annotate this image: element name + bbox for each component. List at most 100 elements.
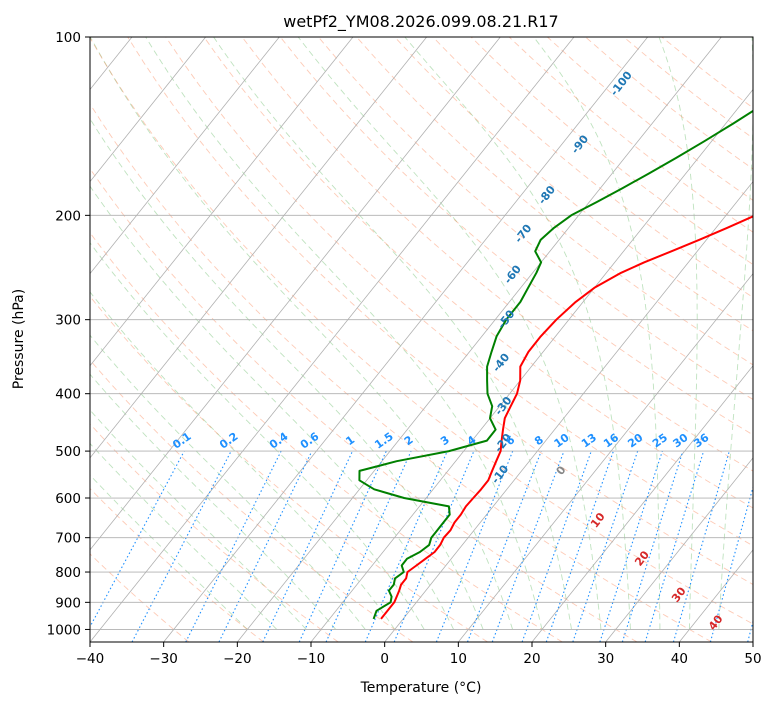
mixing-ratio-label: 36	[691, 431, 711, 451]
dry-adiabat-line	[661, 37, 753, 109]
x-tick-label: 20	[523, 651, 540, 667]
plot-frame	[89, 36, 754, 643]
x-tick-label: −30	[149, 651, 178, 667]
dry-adiabat-line	[90, 231, 563, 642]
dry-adiabat-line	[90, 295, 488, 642]
x-tick-label: 10	[450, 651, 467, 667]
moist-adiabat-line	[718, 37, 753, 630]
mixing-ratio-label: 0.6	[298, 430, 322, 452]
moist-adiabat-line	[90, 373, 337, 630]
mixing-ratio-line	[364, 450, 448, 642]
y-tick-label: 1000	[47, 622, 81, 638]
isotherm-line	[752, 641, 753, 642]
dry-adiabat-line	[203, 37, 753, 509]
chart-title: wetPf2_YM08.2026.099.08.21.R17	[283, 12, 558, 32]
isotherm-line	[90, 37, 354, 367]
isotherm-line	[163, 37, 648, 642]
mixing-ratio-line	[521, 450, 592, 642]
y-tick-label: 700	[55, 531, 81, 547]
dry-adiabat-line	[90, 487, 264, 642]
dry-adiabat-line	[394, 37, 753, 332]
dry-adiabat-line	[90, 103, 712, 642]
mixing-ratio-label: 25	[650, 431, 670, 450]
dry-adiabat-line	[547, 37, 753, 201]
y-tick-label: 100	[55, 30, 81, 46]
dry-adiabat-line	[318, 37, 753, 400]
x-axis-label: Temperature (°C)	[360, 680, 482, 696]
y-tick-label: 800	[55, 565, 81, 581]
dry-adiabat-line	[585, 37, 753, 170]
moist-adiabat-line	[90, 474, 248, 630]
mixing-ratio-line	[325, 450, 412, 642]
mixing-ratio-label: 3	[438, 433, 452, 448]
temperature-trace	[380, 215, 753, 620]
mixing-ratio-label: 0.2	[217, 430, 240, 452]
moist-adiabat-line	[533, 37, 661, 630]
x-tick-label: 0	[380, 651, 389, 667]
moist-adiabat-line	[658, 37, 698, 630]
moist-adiabat-line	[404, 37, 631, 630]
dry-adiabat-line	[90, 37, 753, 625]
mixing-ratio-line	[644, 450, 705, 642]
mixing-ratio-line	[572, 450, 639, 642]
dry-adiabat-label: -30	[492, 394, 515, 418]
mixing-ratio-line	[747, 619, 753, 642]
mixing-ratio-label: 1	[343, 433, 357, 448]
moist-adiabat-label: 30	[669, 584, 689, 604]
mixing-ratio-label: 2	[402, 433, 416, 448]
mixing-ratio-line	[672, 450, 730, 642]
mixing-ratio-line	[218, 450, 313, 642]
dry-adiabat-label: -90	[569, 132, 592, 156]
isotherm-line	[605, 457, 753, 642]
x-tick-label: 40	[671, 651, 688, 667]
isotherms	[0, 37, 753, 642]
isotherm-line	[384, 180, 753, 642]
x-tick-label: −10	[297, 651, 326, 667]
dry-adiabat-line	[165, 37, 753, 547]
mixing-ratio-line	[545, 450, 614, 642]
moist-adiabat-line	[90, 442, 278, 630]
x-tick-label: 50	[744, 651, 761, 667]
dry-adiabats	[90, 37, 753, 642]
x-tick-label: 30	[597, 651, 614, 667]
dry-adiabat-label: -80	[536, 183, 559, 207]
moist-adiabat-label: 10	[588, 510, 608, 530]
dry-adiabat-line	[90, 423, 339, 642]
isotherm-line	[310, 88, 753, 642]
moist-adiabat-line	[90, 291, 396, 630]
moist-adiabat-line	[90, 334, 366, 630]
mixing-ratio-line	[90, 450, 185, 628]
dry-adiabat-label: -40	[490, 351, 513, 375]
dry-adiabat-line	[127, 37, 753, 585]
y-axis-ticks: 100 200 300 400 500 600 700 800 900 1000	[47, 30, 90, 638]
isotherm-line	[90, 37, 206, 183]
dry-adiabat-line	[356, 37, 753, 366]
mixing-ratio-label: 8	[532, 433, 546, 448]
mixing-ratio-label: 10	[552, 431, 572, 451]
mixing-ratio-line	[599, 450, 663, 642]
moist-adiabat-label: 20	[632, 548, 652, 568]
sounding-traces	[358, 109, 753, 620]
x-tick-label: −40	[76, 651, 105, 667]
dry-adiabat-label: -10	[489, 462, 512, 486]
mixing-ratio-label: 0.1	[170, 430, 193, 452]
mixing-ratio-label: 20	[625, 431, 645, 451]
mixing-ratio-line	[466, 450, 542, 642]
moist-adiabat-line	[90, 37, 514, 630]
mixing-ratio-lines	[90, 450, 753, 642]
isotherm-line	[90, 37, 575, 642]
mixing-ratio-label: 16	[601, 431, 621, 451]
x-tick-label: −20	[223, 651, 252, 667]
dry-adiabat-label: -60	[501, 262, 524, 286]
mixing-ratio-line	[621, 450, 684, 642]
dry-adiabat-line	[90, 553, 190, 642]
moist-adiabats	[90, 37, 753, 630]
moist-adiabat-line	[90, 242, 425, 630]
mixing-ratio-label: 0.4	[267, 430, 291, 452]
isotherm-line	[90, 37, 501, 551]
y-tick-label: 600	[55, 491, 81, 507]
isotherm-line	[0, 37, 58, 642]
dry-adiabat-line	[432, 37, 753, 298]
mixing-ratio-line	[393, 450, 475, 642]
